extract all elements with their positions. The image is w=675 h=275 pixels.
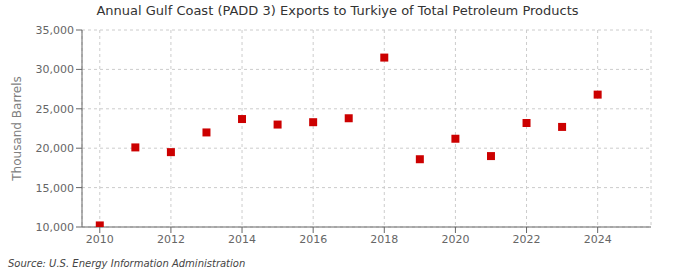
html-text:Source: U.S. Energy Informatio: Source: U.S. Energy Information Administ…	[8, 258, 246, 269]
svg-text:35,000: 35,000	[36, 24, 75, 37]
svg-text:Thousand Barrels: Thousand Barrels	[10, 76, 24, 181]
svg-text:2012: 2012	[157, 233, 185, 246]
svg-text:30,000: 30,000	[36, 63, 75, 76]
svg-text:2018: 2018	[370, 233, 398, 246]
svg-text:25,000: 25,000	[36, 103, 75, 116]
svg-text:10,000: 10,000	[36, 221, 75, 234]
svg-text:20,000: 20,000	[36, 142, 75, 155]
svg-text:15,000: 15,000	[36, 182, 75, 195]
html-text:Annual Gulf Coast (PADD 3) Exp: Annual Gulf Coast (PADD 3) Exports to Tu…	[96, 3, 579, 18]
svg-text:2010: 2010	[86, 233, 114, 246]
svg-text:2016: 2016	[299, 233, 327, 246]
svg-text:2024: 2024	[584, 233, 612, 246]
svg-text:2014: 2014	[228, 233, 256, 246]
svg-text:2022: 2022	[513, 233, 541, 246]
svg-text:2020: 2020	[441, 233, 469, 246]
